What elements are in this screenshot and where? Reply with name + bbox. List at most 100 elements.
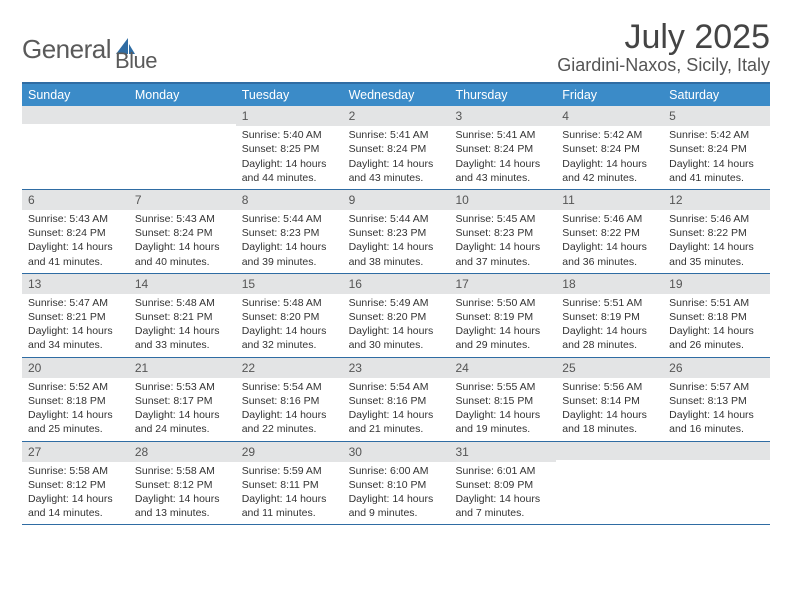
day-number: 9 bbox=[343, 190, 450, 210]
day-number: 23 bbox=[343, 358, 450, 378]
sunset-text: Sunset: 8:24 PM bbox=[562, 142, 657, 156]
sunset-text: Sunset: 8:11 PM bbox=[242, 478, 337, 492]
daylight-text: Daylight: 14 hours and 39 minutes. bbox=[242, 240, 337, 268]
logo-text-blue: Blue bbox=[115, 48, 157, 73]
daylight-text: Daylight: 14 hours and 43 minutes. bbox=[349, 157, 444, 185]
day-content: Sunrise: 5:43 AMSunset: 8:24 PMDaylight:… bbox=[22, 210, 129, 269]
day-cell: 28Sunrise: 5:58 AMSunset: 8:12 PMDayligh… bbox=[129, 442, 236, 525]
daylight-text: Daylight: 14 hours and 29 minutes. bbox=[455, 324, 550, 352]
sunrise-text: Sunrise: 5:52 AM bbox=[28, 380, 123, 394]
sunset-text: Sunset: 8:25 PM bbox=[242, 142, 337, 156]
sunset-text: Sunset: 8:21 PM bbox=[135, 310, 230, 324]
sunrise-text: Sunrise: 5:43 AM bbox=[28, 212, 123, 226]
day-cell: 22Sunrise: 5:54 AMSunset: 8:16 PMDayligh… bbox=[236, 358, 343, 441]
day-content: Sunrise: 5:55 AMSunset: 8:15 PMDaylight:… bbox=[449, 378, 556, 437]
sunset-text: Sunset: 8:19 PM bbox=[562, 310, 657, 324]
day-content: Sunrise: 5:47 AMSunset: 8:21 PMDaylight:… bbox=[22, 294, 129, 353]
sunset-text: Sunset: 8:15 PM bbox=[455, 394, 550, 408]
sunset-text: Sunset: 8:13 PM bbox=[669, 394, 764, 408]
calendar: Sunday Monday Tuesday Wednesday Thursday… bbox=[22, 82, 770, 525]
day-cell: 15Sunrise: 5:48 AMSunset: 8:20 PMDayligh… bbox=[236, 274, 343, 357]
day-content: Sunrise: 5:58 AMSunset: 8:12 PMDaylight:… bbox=[129, 462, 236, 521]
day-content: Sunrise: 5:50 AMSunset: 8:19 PMDaylight:… bbox=[449, 294, 556, 353]
daylight-text: Daylight: 14 hours and 13 minutes. bbox=[135, 492, 230, 520]
day-content: Sunrise: 5:41 AMSunset: 8:24 PMDaylight:… bbox=[343, 126, 450, 185]
day-cell: 23Sunrise: 5:54 AMSunset: 8:16 PMDayligh… bbox=[343, 358, 450, 441]
sunrise-text: Sunrise: 5:40 AM bbox=[242, 128, 337, 142]
day-cell: 27Sunrise: 5:58 AMSunset: 8:12 PMDayligh… bbox=[22, 442, 129, 525]
sunset-text: Sunset: 8:16 PM bbox=[242, 394, 337, 408]
logo-text-general: General bbox=[22, 34, 111, 65]
header-bar: General Blue July 2025 Giardini-Naxos, S… bbox=[22, 18, 770, 76]
day-number: 14 bbox=[129, 274, 236, 294]
day-cell bbox=[556, 442, 663, 525]
sunset-text: Sunset: 8:16 PM bbox=[349, 394, 444, 408]
daylight-text: Daylight: 14 hours and 41 minutes. bbox=[28, 240, 123, 268]
day-number: 7 bbox=[129, 190, 236, 210]
day-cell: 25Sunrise: 5:56 AMSunset: 8:14 PMDayligh… bbox=[556, 358, 663, 441]
day-cell: 18Sunrise: 5:51 AMSunset: 8:19 PMDayligh… bbox=[556, 274, 663, 357]
daylight-text: Daylight: 14 hours and 42 minutes. bbox=[562, 157, 657, 185]
day-number: 16 bbox=[343, 274, 450, 294]
day-cell: 12Sunrise: 5:46 AMSunset: 8:22 PMDayligh… bbox=[663, 190, 770, 273]
sunrise-text: Sunrise: 5:43 AM bbox=[135, 212, 230, 226]
day-content: Sunrise: 5:51 AMSunset: 8:19 PMDaylight:… bbox=[556, 294, 663, 353]
day-number: 24 bbox=[449, 358, 556, 378]
day-content: Sunrise: 5:48 AMSunset: 8:21 PMDaylight:… bbox=[129, 294, 236, 353]
sunset-text: Sunset: 8:24 PM bbox=[455, 142, 550, 156]
sunset-text: Sunset: 8:10 PM bbox=[349, 478, 444, 492]
sunrise-text: Sunrise: 5:44 AM bbox=[242, 212, 337, 226]
day-content: Sunrise: 6:00 AMSunset: 8:10 PMDaylight:… bbox=[343, 462, 450, 521]
day-header: Friday bbox=[556, 84, 663, 106]
day-cell: 30Sunrise: 6:00 AMSunset: 8:10 PMDayligh… bbox=[343, 442, 450, 525]
day-content: Sunrise: 5:45 AMSunset: 8:23 PMDaylight:… bbox=[449, 210, 556, 269]
day-number: 3 bbox=[449, 106, 556, 126]
daylight-text: Daylight: 14 hours and 22 minutes. bbox=[242, 408, 337, 436]
day-cell: 24Sunrise: 5:55 AMSunset: 8:15 PMDayligh… bbox=[449, 358, 556, 441]
day-number bbox=[129, 106, 236, 124]
day-number: 15 bbox=[236, 274, 343, 294]
daylight-text: Daylight: 14 hours and 32 minutes. bbox=[242, 324, 337, 352]
sunrise-text: Sunrise: 5:49 AM bbox=[349, 296, 444, 310]
sunset-text: Sunset: 8:19 PM bbox=[455, 310, 550, 324]
day-number: 10 bbox=[449, 190, 556, 210]
sunset-text: Sunset: 8:23 PM bbox=[242, 226, 337, 240]
daylight-text: Daylight: 14 hours and 43 minutes. bbox=[455, 157, 550, 185]
sunset-text: Sunset: 8:12 PM bbox=[28, 478, 123, 492]
day-cell bbox=[22, 106, 129, 189]
day-cell: 5Sunrise: 5:42 AMSunset: 8:24 PMDaylight… bbox=[663, 106, 770, 189]
sunrise-text: Sunrise: 5:41 AM bbox=[455, 128, 550, 142]
day-header: Thursday bbox=[449, 84, 556, 106]
sunset-text: Sunset: 8:12 PM bbox=[135, 478, 230, 492]
sunrise-text: Sunrise: 5:47 AM bbox=[28, 296, 123, 310]
sunset-text: Sunset: 8:24 PM bbox=[28, 226, 123, 240]
sunset-text: Sunset: 8:21 PM bbox=[28, 310, 123, 324]
day-content: Sunrise: 5:48 AMSunset: 8:20 PMDaylight:… bbox=[236, 294, 343, 353]
sunrise-text: Sunrise: 5:51 AM bbox=[669, 296, 764, 310]
logo: General Blue bbox=[22, 24, 157, 74]
sunrise-text: Sunrise: 5:46 AM bbox=[562, 212, 657, 226]
daylight-text: Daylight: 14 hours and 25 minutes. bbox=[28, 408, 123, 436]
sunset-text: Sunset: 8:09 PM bbox=[455, 478, 550, 492]
day-cell: 3 Sunrise: 5:41 AMSunset: 8:24 PMDaylight… bbox=[449, 106, 556, 189]
day-cell bbox=[663, 442, 770, 525]
sunrise-text: Sunrise: 5:58 AM bbox=[135, 464, 230, 478]
daylight-text: Daylight: 14 hours and 7 minutes. bbox=[455, 492, 550, 520]
week-row: 20Sunrise: 5:52 AMSunset: 8:18 PMDayligh… bbox=[22, 358, 770, 442]
title-block: July 2025 Giardini-Naxos, Sicily, Italy bbox=[557, 18, 770, 76]
sunset-text: Sunset: 8:24 PM bbox=[349, 142, 444, 156]
day-cell: 17Sunrise: 5:50 AMSunset: 8:19 PMDayligh… bbox=[449, 274, 556, 357]
day-content: Sunrise: 5:42 AMSunset: 8:24 PMDaylight:… bbox=[556, 126, 663, 185]
sunset-text: Sunset: 8:23 PM bbox=[349, 226, 444, 240]
day-content: Sunrise: 5:40 AMSunset: 8:25 PMDaylight:… bbox=[236, 126, 343, 185]
sunset-text: Sunset: 8:20 PM bbox=[349, 310, 444, 324]
day-content: Sunrise: 5:44 AMSunset: 8:23 PMDaylight:… bbox=[343, 210, 450, 269]
day-cell bbox=[129, 106, 236, 189]
week-row: 27Sunrise: 5:58 AMSunset: 8:12 PMDayligh… bbox=[22, 442, 770, 526]
sunset-text: Sunset: 8:20 PM bbox=[242, 310, 337, 324]
day-cell: 20Sunrise: 5:52 AMSunset: 8:18 PMDayligh… bbox=[22, 358, 129, 441]
day-number: 29 bbox=[236, 442, 343, 462]
sunrise-text: Sunrise: 6:01 AM bbox=[455, 464, 550, 478]
sunrise-text: Sunrise: 5:42 AM bbox=[562, 128, 657, 142]
sunrise-text: Sunrise: 5:44 AM bbox=[349, 212, 444, 226]
